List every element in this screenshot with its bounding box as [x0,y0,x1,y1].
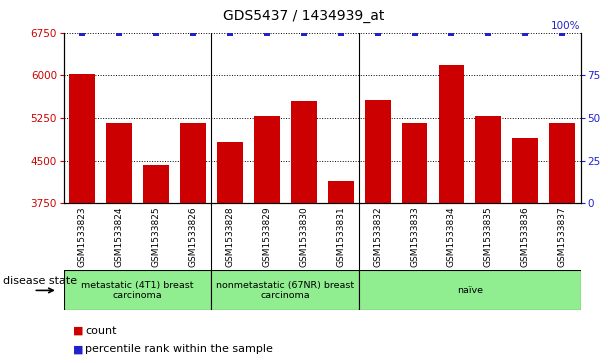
Bar [549,123,575,363]
Bar [212,270,359,310]
Text: GSM1533824: GSM1533824 [115,207,123,267]
Text: naïve: naïve [457,286,483,295]
Text: GSM1533830: GSM1533830 [299,207,308,268]
Point [410,30,420,36]
Bar [217,142,243,363]
Text: count: count [85,326,117,336]
Text: GDS5437 / 1434939_at: GDS5437 / 1434939_at [223,9,385,23]
Bar [438,65,465,363]
Text: nonmetastatic (67NR) breast
carcinoma: nonmetastatic (67NR) breast carcinoma [216,281,354,300]
Text: 100%: 100% [551,21,581,31]
Point [188,30,198,36]
Text: GSM1533826: GSM1533826 [188,207,198,267]
Bar [106,123,132,363]
Text: disease state: disease state [3,276,77,286]
Bar [254,116,280,363]
Text: GSM1533831: GSM1533831 [336,207,345,268]
Point [336,30,345,36]
Text: metastatic (4T1) breast
carcinoma: metastatic (4T1) breast carcinoma [81,281,194,300]
Point [114,30,124,36]
Text: GSM1533834: GSM1533834 [447,207,456,267]
Bar [64,270,212,310]
Text: GSM1533836: GSM1533836 [521,207,530,268]
Bar [143,164,169,363]
Point [520,30,530,36]
Text: percentile rank within the sample: percentile rank within the sample [85,344,273,354]
Point [225,30,235,36]
Bar [180,123,206,363]
Text: GSM1533829: GSM1533829 [263,207,271,267]
Point [446,30,456,36]
Point [483,30,493,36]
Bar [359,270,581,310]
Point [558,30,567,36]
Bar [365,100,390,363]
Text: ■: ■ [73,326,83,336]
Point [299,30,309,36]
Bar [402,123,427,363]
Point [151,30,161,36]
Text: GSM1533825: GSM1533825 [151,207,161,267]
Bar [328,180,354,363]
Bar [69,74,95,363]
Text: GSM1533828: GSM1533828 [226,207,235,267]
Text: GSM1533835: GSM1533835 [484,207,493,268]
Point [262,30,272,36]
Point [373,30,382,36]
Bar [291,101,317,363]
Text: GSM1533837: GSM1533837 [558,207,567,268]
Text: GSM1533833: GSM1533833 [410,207,419,268]
Point [77,30,87,36]
Text: GSM1533832: GSM1533832 [373,207,382,267]
Bar [475,116,501,363]
Text: GSM1533823: GSM1533823 [78,207,87,267]
Bar [513,138,538,363]
Text: ■: ■ [73,344,83,354]
